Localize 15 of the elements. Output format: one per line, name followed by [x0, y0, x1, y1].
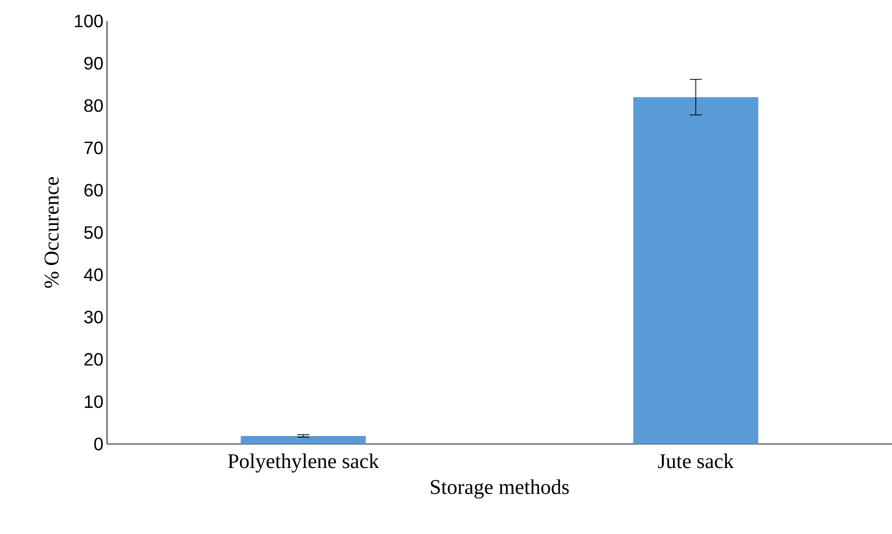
y-tick-label: 60	[84, 184, 103, 197]
x-axis-title: Storage methods	[430, 479, 569, 498]
y-tick-label: 70	[84, 142, 103, 154]
y-tick-label: 100	[74, 14, 103, 28]
y-tick-label: 90	[84, 56, 103, 70]
y-tick-label: 80	[84, 99, 103, 112]
x-tick-label: Jute sack	[658, 454, 734, 468]
x-tick-label: Polyethylene sack	[228, 454, 380, 473]
y-tick-label: 30	[84, 310, 103, 324]
y-tick-label: 0	[94, 438, 103, 450]
y-tick-label: 10	[84, 395, 103, 408]
y-tick-label: 20	[84, 353, 103, 366]
y-tick-label: 50	[84, 226, 103, 239]
y-axis-title: % Occurence	[44, 177, 59, 288]
y-tick-label: 40	[84, 268, 103, 282]
